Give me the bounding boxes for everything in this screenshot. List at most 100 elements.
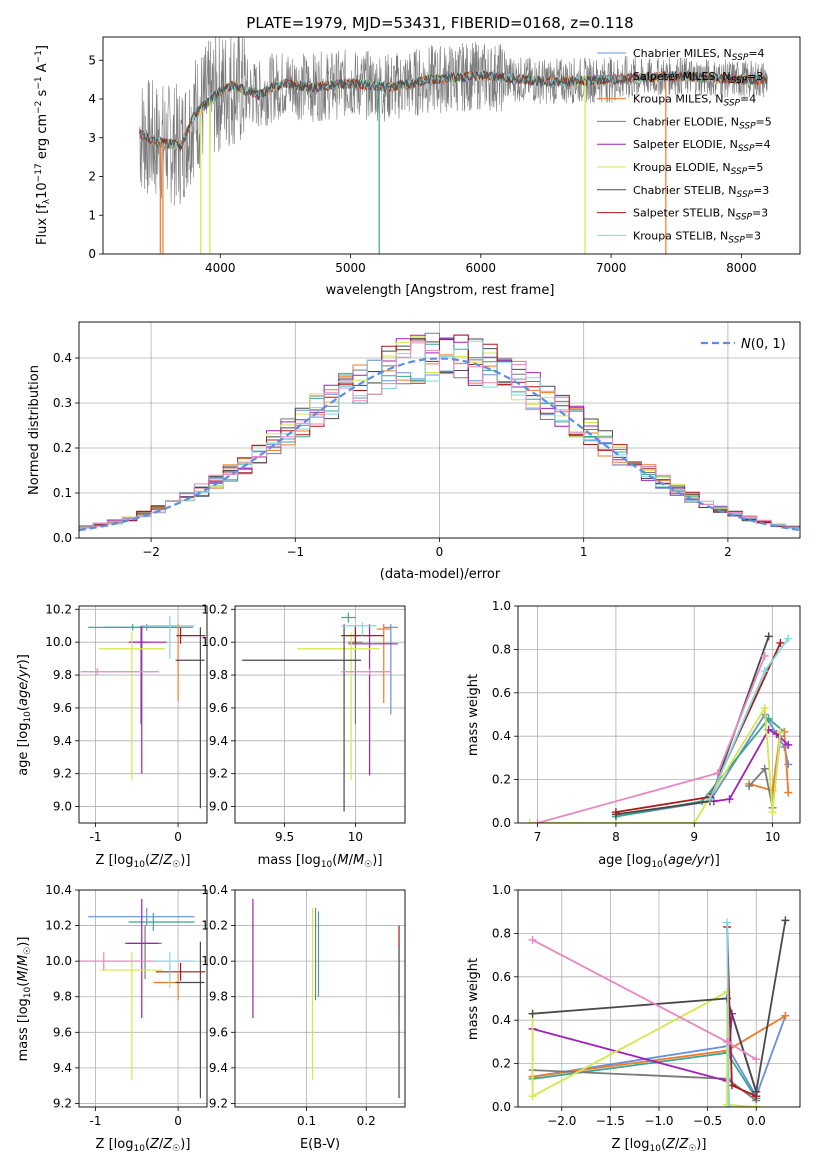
axis-label: mass [log10(M/M☉)] xyxy=(258,853,383,870)
age-vs-metallicity-panel: -1 0 9.0 9.2 9.4 9.6 9.8 10.0 10.2 Z [log10(Z/Z☉)… xyxy=(16,602,208,870)
y-tick-label: 10.0 xyxy=(45,954,72,968)
y-tick-label: 0.2 xyxy=(492,1057,511,1071)
y-tick-label: 9.2 xyxy=(53,767,72,781)
axes-frame xyxy=(78,889,208,1108)
plot-area xyxy=(79,606,207,823)
y-tick-label: 9.6 xyxy=(209,701,228,715)
y-tick-label: 0.4 xyxy=(492,729,511,743)
y-tick-label: 0.6 xyxy=(492,970,511,984)
x-tick-label: 8 xyxy=(612,830,620,844)
y-tick-label: 10.0 xyxy=(45,635,72,649)
axes-frame xyxy=(517,889,801,1108)
weight-line-kroupa_elodie xyxy=(531,990,757,1107)
y-tick-label: 5 xyxy=(88,53,96,67)
y-tick-label: 9.8 xyxy=(53,668,72,682)
x-tick-label: 5000 xyxy=(335,261,366,275)
weight-marker xyxy=(725,1103,734,1107)
weight-line-chabrier_miles xyxy=(532,1015,787,1099)
y-tick-label: 10.2 xyxy=(45,602,72,616)
residual-histogram-panel: −2 −1 0 1 2 0.0 0.1 0.2 0.3 0.4 N(0, 1) (data-model… xyxy=(27,321,801,582)
x-tick-label: −1 xyxy=(286,545,304,559)
axis-label: wavelength [Angstrom, rest frame] xyxy=(326,283,555,298)
axes-frame xyxy=(517,605,801,824)
y-tick-label: 9.8 xyxy=(209,668,228,682)
y-tick-label: 10.2 xyxy=(45,919,72,933)
x-tick-label: 0.2 xyxy=(357,1114,376,1128)
errorbar-point-chabrier_miles xyxy=(383,624,398,715)
axis-label: Chabrier STELIB, NSSP=3 xyxy=(633,184,769,200)
errorbar-point-salpeter_stelib xyxy=(176,627,206,644)
weight-marker xyxy=(690,819,699,823)
x-tick-label: 7000 xyxy=(596,261,627,275)
x-tick-label: 0 xyxy=(174,830,182,844)
axes-frame xyxy=(78,321,801,539)
weight-vs-metallicity-panel: −2.0 −1.5 −1.0 −0.5 0.0 0.0 0.2 0.4 0.6 0.8 1.0 Z [… xyxy=(466,883,801,1154)
y-tick-label: 9.0 xyxy=(53,800,72,814)
y-tick-label: 1.0 xyxy=(492,883,511,897)
spectrum-panel: 4000 5000 6000 7000 8000 0 1 2 3 4 5 Chabrier MILES… xyxy=(34,36,801,298)
axis-label: age [log10(age/yr)] xyxy=(16,654,33,776)
weight-marker xyxy=(781,1011,790,1020)
y-tick-label: 0.2 xyxy=(53,441,72,455)
errorbar-point-chabrier_stelib xyxy=(242,624,362,812)
axis-label: Z [log10(Z/Z☉)] xyxy=(612,1137,707,1154)
x-tick-label: 8000 xyxy=(726,261,757,275)
x-tick-label: −1.0 xyxy=(644,1114,673,1128)
weight-marker xyxy=(760,667,769,676)
weight-marker xyxy=(752,1103,761,1107)
weight-marker xyxy=(705,795,714,804)
x-tick-label: 1 xyxy=(580,545,588,559)
weight-marker xyxy=(723,1037,732,1046)
y-tick-label: 3 xyxy=(88,131,96,145)
y-tick-label: 9.6 xyxy=(209,1025,228,1039)
legend: Chabrier MILES, NSSP=4 Salpeter MILES, NS… xyxy=(597,47,772,245)
x-tick-label: −2.0 xyxy=(547,1114,576,1128)
x-tick-label: 0.0 xyxy=(747,1114,766,1128)
errorbar-point-salpeter_miles xyxy=(341,612,356,623)
figure-title: PLATE=1979, MJD=53431, FIBERID=0168, z=0… xyxy=(246,14,633,32)
x-tick-label: 4000 xyxy=(205,261,236,275)
y-tick-label: 1.0 xyxy=(492,599,511,613)
axis-label: Z [log10(Z/Z☉)] xyxy=(96,853,191,870)
y-tick-label: 2 xyxy=(88,170,96,184)
y-tick-label: 9.8 xyxy=(53,990,72,1004)
axis-label: Chabrier ELODIE, NSSP=5 xyxy=(633,115,772,131)
x-tick-label: 9.5 xyxy=(275,830,294,844)
axis-label: N(0, 1) xyxy=(741,337,786,352)
x-tick-label: 6000 xyxy=(466,261,497,275)
y-tick-label: 9.2 xyxy=(53,1096,72,1110)
weight-marker xyxy=(533,819,542,823)
axis-label: Salpeter ELODIE, NSSP=4 xyxy=(633,138,771,154)
y-tick-label: 0.8 xyxy=(492,926,511,940)
axis-label: mass weight xyxy=(466,958,481,1040)
y-tick-label: 9.6 xyxy=(53,701,72,715)
weight-marker xyxy=(764,632,773,641)
weight-marker xyxy=(776,638,785,647)
weight-marker xyxy=(528,1009,537,1018)
weight-marker xyxy=(768,808,777,817)
weight-marker xyxy=(611,808,620,817)
y-tick-label: 9.2 xyxy=(209,1096,228,1110)
axis-label: age [log10(age/yr)] xyxy=(598,853,720,870)
y-tick-label: 0.4 xyxy=(492,1013,511,1027)
y-tick-label: 0.3 xyxy=(53,396,72,410)
errorbar-point-kroupa_elodie xyxy=(100,952,164,1081)
errorbar-point-chabrier_elodie xyxy=(128,925,162,979)
weight-marker xyxy=(528,935,537,944)
weight-line-kroupa_stelib xyxy=(726,922,730,1107)
weight-marker xyxy=(784,634,793,643)
errorbar-point-salpeter_elodie xyxy=(125,898,159,1019)
errorbar-point-salpeter_miles xyxy=(128,913,195,931)
x-tick-label: 2 xyxy=(724,545,732,559)
axes-frame xyxy=(234,889,406,1108)
errorbar-point-kroupa_miles xyxy=(153,973,180,1001)
plot-area xyxy=(518,890,800,1107)
errorbar-point-kroupa_stelib xyxy=(140,615,195,659)
weight-marker xyxy=(784,740,793,749)
weight-marker xyxy=(760,703,769,712)
y-tick-label: 9.2 xyxy=(209,767,228,781)
errorbar-point-kroupa_miles xyxy=(176,624,180,702)
axis-label: Kroupa MILES, NSSP=4 xyxy=(633,93,756,109)
errorbar-point-salpeter_stelib xyxy=(155,962,206,981)
